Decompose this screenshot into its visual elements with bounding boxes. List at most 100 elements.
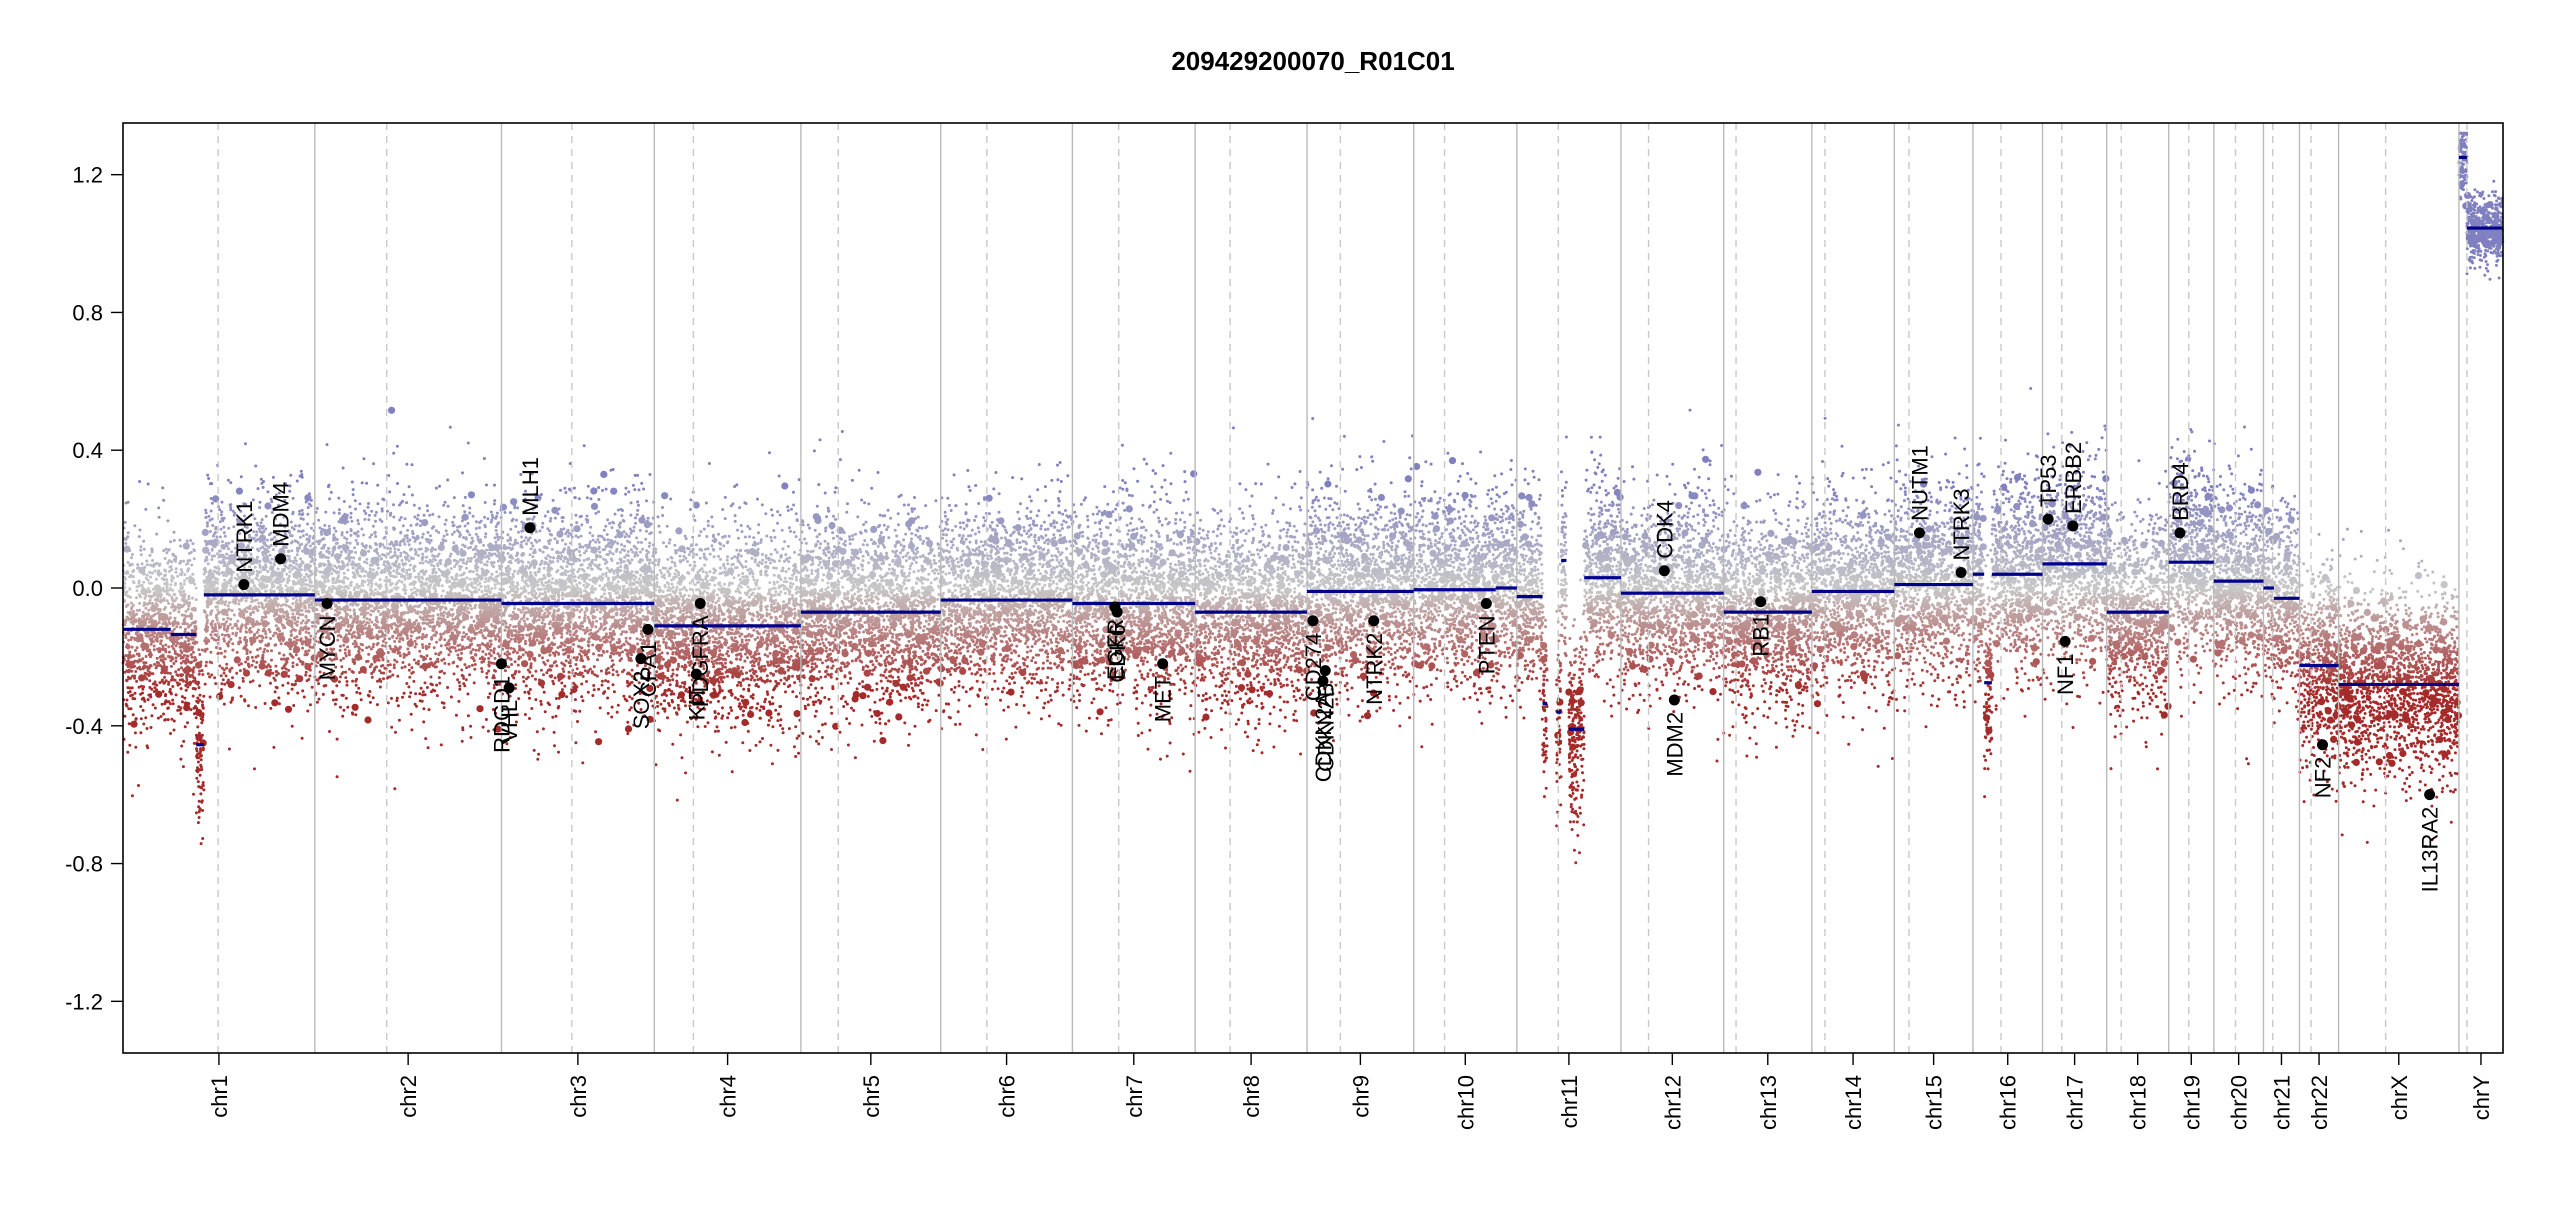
probe-point <box>204 587 208 591</box>
probe-point <box>209 612 213 616</box>
probe-point <box>494 625 498 629</box>
probe-point <box>430 683 434 687</box>
probe-point <box>161 612 165 616</box>
probe-point <box>165 551 169 555</box>
probe-point <box>182 582 186 586</box>
probe-point <box>327 551 331 555</box>
probe-point <box>247 704 250 708</box>
probe-point <box>389 511 393 515</box>
probe-point <box>349 628 353 632</box>
probe-point <box>474 586 478 590</box>
probe-point <box>235 487 243 495</box>
probe-point <box>148 570 152 574</box>
probe-point <box>259 576 263 580</box>
probe-point <box>235 650 239 654</box>
probe-point <box>425 654 429 658</box>
probe-point <box>381 658 385 662</box>
probe-point <box>179 666 183 670</box>
probe-point <box>410 557 414 561</box>
probe-point <box>347 553 351 557</box>
probe-point <box>379 648 383 652</box>
probe-point <box>162 664 166 667</box>
probe-point <box>272 745 276 749</box>
probe-point <box>470 642 474 646</box>
probe-point <box>136 666 140 670</box>
probe-point <box>481 650 485 654</box>
probe-point <box>325 576 329 580</box>
probe-point <box>465 588 469 592</box>
probe-point <box>382 498 386 502</box>
probe-point <box>497 630 501 634</box>
probe-point <box>480 670 484 674</box>
probe-point <box>399 539 403 543</box>
probe-point <box>485 548 489 552</box>
probe-point <box>173 678 177 682</box>
probe-point <box>142 697 146 701</box>
probe-point <box>216 692 224 701</box>
probe-point <box>405 628 409 632</box>
probe-point <box>271 575 275 578</box>
probe-point <box>310 621 314 624</box>
probe-point <box>221 678 225 682</box>
probe-point <box>307 631 311 635</box>
probe-point <box>341 466 345 470</box>
probe-point <box>439 743 443 747</box>
probe-point <box>133 638 137 642</box>
probe-point <box>297 524 301 528</box>
probe-point <box>224 600 228 604</box>
probe-point <box>420 601 424 605</box>
probe-point <box>133 720 137 724</box>
probe-point <box>408 607 412 610</box>
probe-point <box>475 572 479 576</box>
probe-point <box>135 659 139 663</box>
probe-point <box>210 548 214 552</box>
probe-point <box>139 545 143 549</box>
probe-point <box>244 626 248 630</box>
probe-point <box>378 669 382 673</box>
probe-point <box>486 517 490 521</box>
probe-point <box>250 663 254 667</box>
probe-point <box>130 693 134 697</box>
probe-point <box>320 555 324 559</box>
probe-point <box>141 657 145 661</box>
probe-point <box>233 576 237 580</box>
probe-point <box>411 535 415 539</box>
probe-point <box>131 713 135 717</box>
probe-point <box>476 576 480 580</box>
probe-point <box>466 714 470 718</box>
probe-point <box>185 676 189 680</box>
probe-point <box>344 556 348 560</box>
probe-point <box>281 614 285 618</box>
probe-point <box>194 586 198 590</box>
probe-point <box>406 639 414 648</box>
probe-point <box>254 464 258 468</box>
probe-point <box>259 640 263 644</box>
probe-point <box>468 577 472 581</box>
probe-point <box>490 587 494 591</box>
probe-point <box>125 679 129 683</box>
probe-point <box>258 500 262 504</box>
probe-point <box>366 505 370 509</box>
probe-point <box>143 622 147 626</box>
probe-point <box>294 653 298 657</box>
probe-point <box>396 674 400 678</box>
probe-point <box>189 653 193 657</box>
probe-point <box>269 706 273 710</box>
probe-point <box>170 717 174 721</box>
probe-point <box>157 573 161 577</box>
probe-point <box>396 704 400 708</box>
probe-point <box>493 552 497 556</box>
probe-point <box>442 503 446 507</box>
probe-point <box>299 659 302 663</box>
probe-point <box>337 508 341 512</box>
probe-point <box>483 501 487 504</box>
probe-point <box>206 618 209 622</box>
probe-point <box>317 592 321 596</box>
probe-point <box>277 696 281 700</box>
probe-point <box>495 532 499 536</box>
probe-point <box>153 612 157 616</box>
probe-point <box>350 549 354 553</box>
probe-point <box>478 526 481 530</box>
probe-point <box>261 526 265 530</box>
probe-point <box>184 688 188 692</box>
